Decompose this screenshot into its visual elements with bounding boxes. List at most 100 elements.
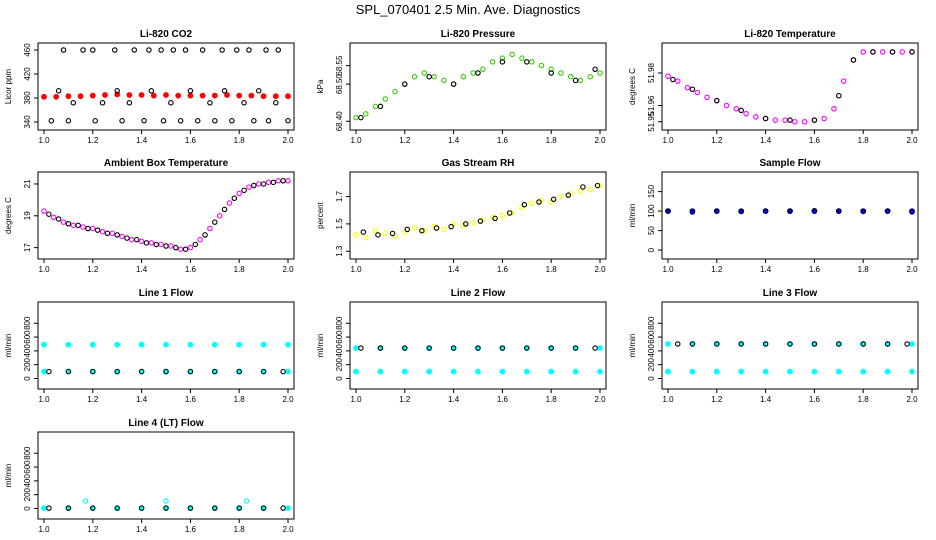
data-point <box>665 208 671 214</box>
data-point <box>280 505 286 511</box>
data-point <box>255 88 262 94</box>
data-point <box>363 234 369 241</box>
data-point <box>273 100 279 106</box>
y-tick-label: 420 <box>23 67 32 81</box>
data-point <box>548 66 554 73</box>
data-point <box>285 93 291 100</box>
y-tick-label: 460 <box>23 43 32 57</box>
x-tick-label: 1.0 <box>662 265 674 274</box>
data-point <box>470 70 476 76</box>
series-main <box>41 91 291 100</box>
y-axis-label: kPa <box>316 79 325 93</box>
series-spikes <box>82 498 250 504</box>
data-point <box>234 47 240 53</box>
data-point <box>158 47 164 53</box>
y-tick-label: 68.40 <box>335 111 344 132</box>
data-point <box>51 214 57 221</box>
data-point <box>163 505 169 511</box>
data-point <box>131 47 138 53</box>
data-point <box>80 224 86 230</box>
data-point <box>909 209 915 215</box>
y-tick-label: 1.3 <box>335 245 344 257</box>
data-point <box>212 219 218 225</box>
x-tick-label: 1.2 <box>399 265 411 274</box>
data-point <box>126 92 133 98</box>
data-point <box>187 368 194 375</box>
y-tick-label: 19 <box>23 211 32 220</box>
data-point <box>158 241 164 248</box>
data-point <box>738 368 745 375</box>
x-tick-label: 1.0 <box>38 395 50 404</box>
data-point <box>738 107 744 114</box>
data-point <box>519 55 525 61</box>
y-tick-label: 340 <box>23 115 32 129</box>
x-tick-label: 1.2 <box>87 265 99 274</box>
data-point <box>738 341 744 347</box>
data-point <box>592 66 598 73</box>
data-point <box>528 59 535 65</box>
data-point <box>124 235 130 241</box>
plot-frame <box>37 431 295 520</box>
data-point <box>499 212 506 219</box>
data-point <box>597 345 603 352</box>
series-main <box>41 178 291 252</box>
data-point <box>163 368 169 375</box>
data-point <box>265 118 272 124</box>
data-point <box>402 345 408 351</box>
data-point <box>689 368 696 375</box>
data-point <box>182 246 189 252</box>
data-point <box>150 92 157 99</box>
data-point <box>377 103 384 110</box>
chart-title: Li-820 Temperature <box>744 29 836 40</box>
data-point <box>197 236 203 243</box>
data-point <box>202 232 208 238</box>
data-point <box>860 49 866 55</box>
series-overlay <box>46 178 286 252</box>
y-axis-label: ml/min <box>4 334 13 358</box>
x-tick-label: 1.0 <box>662 136 674 145</box>
data-point <box>580 184 586 190</box>
data-point <box>114 341 121 348</box>
series-overlay <box>46 368 286 375</box>
data-point <box>792 119 798 125</box>
data-point <box>665 73 671 80</box>
y-tick-label: 400 <box>647 344 656 358</box>
data-point <box>99 228 106 235</box>
x-tick-label: 1.4 <box>136 136 148 145</box>
chart-panel-2: Li-820 Pressure kPa 1.0 1.2 1.4 1.6 1.8 2.0 68.4… <box>316 29 607 145</box>
data-point <box>212 368 218 375</box>
y-tick-label: 200 <box>335 357 344 371</box>
chart-panel-10: Line 4 (LT) Flow ml/min 1.0 1.2 1.4 1.6 1.8 2.0… <box>4 418 295 534</box>
x-tick-label: 1.6 <box>185 395 197 404</box>
plot-frame <box>661 171 919 260</box>
y-tick-label: 51.98 <box>647 62 656 83</box>
x-tick-label: 1.8 <box>234 395 246 404</box>
data-point <box>884 208 891 214</box>
data-point <box>870 49 876 55</box>
data-point <box>404 226 410 233</box>
data-point <box>684 84 691 91</box>
data-point <box>285 368 291 375</box>
data-point <box>506 210 513 216</box>
x-tick-label: 1.6 <box>497 265 509 274</box>
x-tick-label: 1.0 <box>38 136 50 145</box>
chart-title: Line 4 (LT) Flow <box>128 418 204 429</box>
series-overlay-mid <box>55 88 279 106</box>
data-point <box>41 505 47 512</box>
data-point <box>207 225 213 232</box>
data-point <box>499 368 506 375</box>
data-point <box>787 208 793 214</box>
data-point <box>689 86 696 93</box>
chart-title: Sample Flow <box>759 158 820 169</box>
data-point <box>270 179 277 186</box>
data-point <box>592 345 598 351</box>
data-point <box>782 117 788 123</box>
y-tick-label: 380 <box>23 91 32 105</box>
data-point <box>587 73 593 80</box>
data-point <box>448 223 454 230</box>
data-point <box>285 178 291 184</box>
x-tick-label: 1.0 <box>662 395 674 404</box>
data-point <box>153 241 159 248</box>
data-point <box>572 77 579 84</box>
y-tick-label: 0 <box>647 247 656 252</box>
